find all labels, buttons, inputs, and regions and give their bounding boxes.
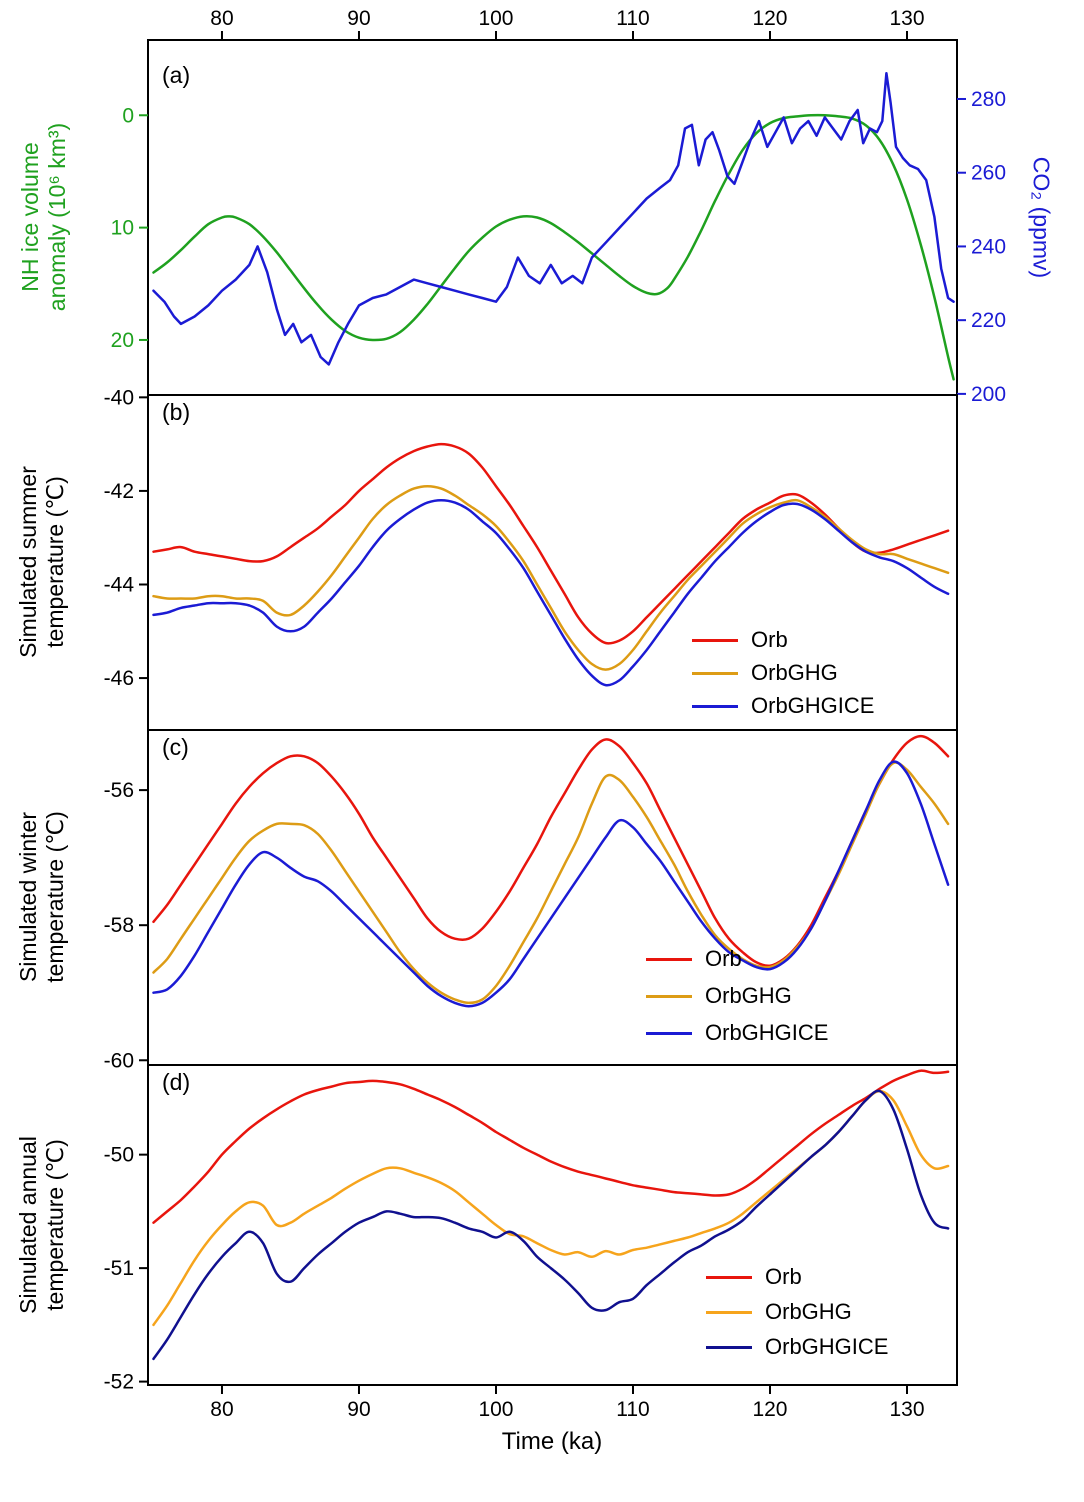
series-a-icevol-line [152,113,955,381]
legend-label: Orb [705,946,742,971]
legend-label: OrbGHGICE [765,1334,889,1359]
legend-swatch [646,1031,692,1035]
y-tick-label: 10 [111,217,134,240]
x-tick-label: 110 [616,7,649,30]
y-tick-label: -46 [104,667,134,690]
legend-swatch [706,1345,752,1349]
series-a-co2-line [152,71,955,366]
legend-label: Orb [765,1264,802,1289]
y-tick-label: -44 [104,573,135,596]
legend-swatch [706,1310,752,1314]
x-tick-label: 120 [752,7,787,30]
y-tick-label: 20 [111,329,134,352]
y-tick-label: -51 [104,1257,134,1280]
series-d-orb-line [152,1069,950,1224]
y-tick-label: -40 [104,386,134,409]
y-tick-label: -50 [104,1144,134,1167]
legend-label: OrbGHG [705,983,792,1008]
series-b-orb-line [152,442,950,645]
x-tick-label: 90 [347,1398,370,1421]
y-tick-label: 0 [122,104,134,127]
legend-swatch [646,957,692,961]
y-axis-title-co2: CO₂ (ppmv) [1028,156,1055,279]
x-tick-label: 80 [210,1398,233,1421]
legend-item-c-orb: Orb [646,946,742,972]
y-axis-title-line: anomaly (10⁶ km³) [44,122,70,312]
legend-label: OrbGHGICE [705,1020,829,1045]
x-tick-label: 120 [752,1398,787,1421]
legend-swatch [692,638,738,642]
legend-item-b-orbghg: OrbGHG [692,660,838,686]
y-axis-title-summer: Simulated summer temperature (℃) [15,394,69,730]
legend-swatch [706,1275,752,1279]
y-tick-label: 240 [971,235,1006,258]
legend-label: Orb [751,627,788,652]
x-tick-label: 100 [478,1398,513,1421]
y-axis-title-line: Simulated annual [15,1136,41,1314]
y-tick-label: 200 [971,383,1006,406]
x-tick-label: 80 [210,7,233,30]
x-tick-label: 130 [889,7,924,30]
y-tick-label: -58 [104,914,134,937]
series-c-orbghg-line [152,761,950,1005]
series-c-orb-line [152,734,950,968]
x-tick-label: 130 [889,1398,924,1421]
x-axis-title: Time (ka) [501,1428,603,1455]
y-tick-label: 260 [971,162,1006,185]
legend-swatch [646,994,692,998]
panel-a-label: (a) [162,62,191,88]
legend-label: OrbGHG [751,660,838,685]
legend-item-d-orb: Orb [706,1264,802,1290]
y-tick-label: -42 [104,480,134,503]
legend-label: OrbGHGICE [751,693,875,718]
y-axis-title-winter: Simulated winter temperature (℃) [15,729,69,1065]
x-tick-label: 100 [478,7,513,30]
y-axis-title-ice-volume: NH ice volume anomaly (10⁶ km³) [17,39,71,395]
panel-c-frame [147,729,958,1066]
y-axis-title-line: Simulated winter [15,811,41,983]
legend-label: OrbGHG [765,1299,852,1324]
y-tick-label: -52 [104,1371,134,1394]
legend-swatch [692,671,738,675]
legend-item-b-orb: Orb [692,627,788,653]
panel-d-label: (d) [162,1069,191,1095]
y-axis-title-line: temperature (℃) [42,1139,68,1311]
series-c-orbghgice-line [152,760,950,1008]
x-tick-label: 110 [616,1398,649,1421]
legend-item-c-orbghgice: OrbGHGICE [646,1020,828,1046]
y-axis-title-line: Simulated summer [15,466,41,658]
series-d-orbghgice-line [152,1089,950,1361]
y-axis-title-line: temperature (℃) [42,476,68,648]
y-axis-title-line: NH ice volume [17,142,43,292]
panel-c-label: (c) [162,734,189,760]
series-d-orbghg-line [152,1089,950,1327]
y-axis-title-annual: Simulated annual temperature (℃) [15,1065,69,1385]
panel-d-frame [147,1064,958,1386]
legend-item-d-orbghgice: OrbGHGICE [706,1334,888,1360]
legend-item-d-orbghg: OrbGHG [706,1299,852,1325]
panel-b-label: (b) [162,399,191,425]
series-b-orbghg-line [152,484,950,671]
legend-item-b-orbghgice: OrbGHGICE [692,693,874,719]
y-tick-label: -56 [104,779,134,802]
y-tick-label: 220 [971,309,1006,332]
panel-a-frame [147,39,958,396]
series-b-orbghgice-line [152,499,950,687]
y-axis-title-line: temperature (℃) [42,811,68,983]
y-tick-label: 280 [971,88,1006,111]
legend-item-c-orbghg: OrbGHG [646,983,792,1009]
legend-swatch [692,704,738,708]
x-tick-label: 90 [347,7,370,30]
y-tick-label: -60 [104,1049,134,1072]
